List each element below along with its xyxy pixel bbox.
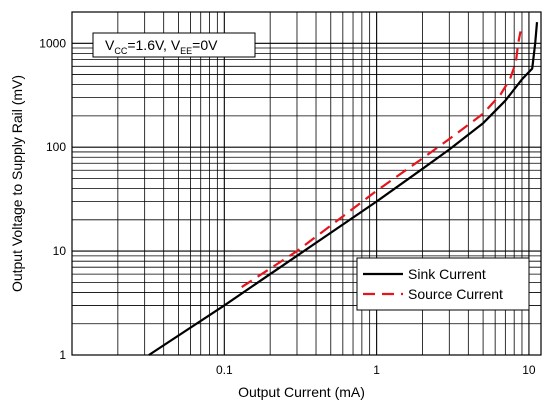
condition-box: VCC=1.6V, VEE=0V — [92, 32, 256, 58]
y-axis-label: Output Voltage to Supply Rail (mV) — [9, 75, 25, 292]
legend: Sink Current Source Current — [356, 257, 530, 311]
condition-v2-value: =0V — [192, 37, 218, 53]
legend-entry-sink-current: Sink Current — [408, 266, 486, 282]
x-tick-label: 1 — [373, 363, 380, 377]
condition-v1: V — [105, 37, 115, 53]
condition-v2-sub: EE — [180, 46, 192, 56]
series-line-sink-current — [148, 22, 539, 356]
x-tick-label: 10 — [522, 363, 536, 377]
y-tick-label: 100 — [46, 140, 66, 154]
y-tick-label: 1000 — [39, 36, 66, 50]
condition-v1-sub: CC — [114, 46, 127, 56]
y-tick-labels: 1 10 100 1000 — [39, 36, 66, 362]
legend-entry-source-current: Source Current — [408, 286, 503, 302]
legend-frame — [356, 257, 530, 311]
x-tick-labels: 0.1 1 10 — [216, 363, 536, 377]
condition-v1-value: =1.6V, V — [127, 37, 180, 53]
series-line-source-current — [241, 31, 522, 289]
x-axis-label: Output Current (mA) — [238, 384, 365, 400]
plot-frame — [71, 11, 542, 356]
condition-text: VCC=1.6V, VEE=0V — [105, 37, 218, 56]
series-layer — [148, 22, 539, 356]
condition-box-frame — [92, 32, 256, 58]
y-tick-label: 10 — [53, 244, 67, 258]
y-tick-label: 1 — [59, 348, 66, 362]
x-tick-label: 0.1 — [216, 363, 233, 377]
